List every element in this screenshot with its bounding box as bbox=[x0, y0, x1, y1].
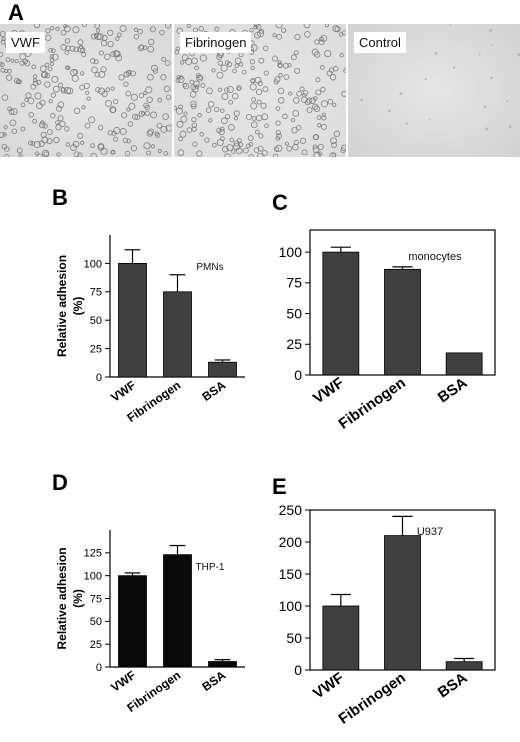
micrograph-fibrinogen-label: Fibrinogen bbox=[180, 32, 252, 53]
bar-vwf bbox=[118, 575, 147, 668]
background-speckles bbox=[360, 24, 520, 131]
error-bar bbox=[214, 659, 231, 662]
y-tick-label: 250 bbox=[279, 502, 303, 518]
micrograph-vwf-label: VWF bbox=[6, 32, 45, 53]
bar-vwf bbox=[322, 605, 360, 671]
error-bar bbox=[330, 593, 351, 606]
error-bar bbox=[214, 359, 231, 363]
micrograph-vwf: VWF bbox=[0, 24, 172, 157]
y-tick-label: 100 bbox=[84, 258, 102, 270]
y-tick-label: 25 bbox=[90, 343, 102, 355]
panel-letter-d: D bbox=[52, 470, 68, 495]
y-axis-label: (%) bbox=[71, 589, 85, 608]
y-tick-label: 100 bbox=[279, 598, 303, 614]
category-label: BSA bbox=[199, 378, 228, 404]
category-label: VWF bbox=[310, 669, 347, 702]
y-tick-label: 125 bbox=[84, 548, 102, 560]
bar-vwf bbox=[118, 263, 147, 378]
panel-letter-c: C bbox=[272, 190, 288, 215]
micrograph-control: Control bbox=[348, 24, 520, 157]
micrograph-control-label: Control bbox=[354, 32, 406, 53]
category-label: Fibrinogen bbox=[336, 374, 409, 432]
y-tick-label: 0 bbox=[96, 372, 102, 384]
panel-letter-e: E bbox=[272, 474, 287, 499]
y-tick-label: 50 bbox=[90, 315, 102, 327]
y-tick-label: 25 bbox=[90, 639, 102, 651]
error-bar bbox=[124, 249, 141, 264]
category-label: VWF bbox=[108, 668, 138, 695]
y-tick-label: 50 bbox=[286, 630, 302, 646]
micrograph-fibrinogen: Fibrinogen bbox=[174, 24, 346, 157]
series-annotation: THP-1 bbox=[196, 562, 225, 573]
y-tick-label: 50 bbox=[286, 305, 302, 321]
category-label: VWF bbox=[108, 378, 138, 405]
y-tick-label: 150 bbox=[279, 566, 303, 582]
y-tick-label: 25 bbox=[286, 336, 302, 352]
category-label: BSA bbox=[435, 374, 471, 406]
error-bar bbox=[124, 572, 141, 576]
category-label: BSA bbox=[435, 669, 471, 701]
y-tick-label: 0 bbox=[294, 367, 302, 383]
error-bar bbox=[169, 544, 186, 555]
bar-bsa bbox=[445, 352, 483, 376]
bar-bsa bbox=[208, 361, 237, 378]
y-tick-label: 75 bbox=[90, 287, 102, 299]
y-axis-label: Relative adhesion bbox=[55, 547, 69, 649]
panel-letter-b: B bbox=[52, 185, 68, 210]
y-tick-label: 200 bbox=[279, 534, 303, 550]
series-annotation: PMNs bbox=[196, 262, 223, 273]
y-tick-label: 0 bbox=[294, 662, 302, 678]
y-axis-label: Relative adhesion bbox=[55, 255, 69, 357]
micrograph-vwf-image bbox=[0, 24, 172, 157]
error-bar bbox=[392, 515, 413, 536]
y-tick-label: 100 bbox=[279, 244, 303, 260]
cell-cluster bbox=[0, 24, 172, 157]
category-label: BSA bbox=[199, 668, 228, 694]
y-tick-label: 50 bbox=[90, 616, 102, 628]
panel-letter-a: A bbox=[8, 0, 24, 25]
error-bar bbox=[454, 657, 475, 662]
bar-fibrinogen bbox=[384, 535, 421, 671]
bar-fibrinogen bbox=[163, 291, 192, 378]
y-axis-label: (%) bbox=[71, 297, 85, 316]
y-tick-label: 0 bbox=[96, 662, 102, 674]
series-annotation: monocytes bbox=[408, 251, 462, 263]
error-bar bbox=[392, 266, 413, 270]
y-tick-label: 100 bbox=[84, 571, 102, 583]
y-tick-label: 75 bbox=[286, 275, 302, 291]
category-label: Fibrinogen bbox=[336, 669, 409, 727]
category-label: VWF bbox=[310, 374, 347, 407]
bar-vwf bbox=[322, 251, 360, 376]
y-tick-label: 75 bbox=[90, 593, 102, 605]
error-bar bbox=[169, 274, 186, 292]
bar-bsa bbox=[445, 661, 483, 671]
bar-fibrinogen bbox=[384, 268, 421, 376]
error-bar bbox=[330, 246, 351, 253]
bar-bsa bbox=[208, 661, 237, 668]
series-annotation: U937 bbox=[417, 526, 443, 538]
bar-fibrinogen bbox=[163, 554, 192, 668]
